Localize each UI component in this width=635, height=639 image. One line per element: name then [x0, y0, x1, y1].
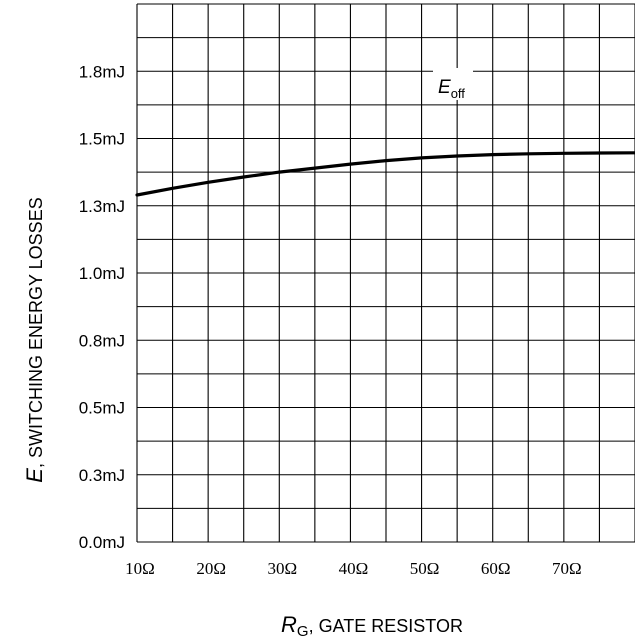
y-tick-label: 0.8mJ	[79, 331, 125, 350]
y-tick-label: 0.0mJ	[79, 533, 125, 552]
series-line	[135, 151, 635, 197]
y-axis-title-text: , SWITCHING ENERGY LOSSES	[26, 197, 46, 468]
x-tick-label: 30Ω	[267, 559, 297, 578]
y-axis-title: E, SWITCHING ENERGY LOSSES	[22, 197, 47, 482]
x-tick-label: 20Ω	[196, 559, 226, 578]
y-tick-label: 1.8mJ	[79, 62, 125, 81]
series-label-var: E	[438, 77, 451, 98]
x-tick-label: 10Ω	[125, 559, 155, 578]
series-label-sub: off	[451, 86, 466, 101]
y-tick-label: 0.3mJ	[79, 466, 125, 485]
y-axis-title-var: E	[22, 468, 47, 483]
x-tick-labels: 10Ω 20Ω 30Ω 40Ω 50Ω 60Ω 70Ω	[125, 559, 581, 578]
x-axis-title-text: , GATE RESISTOR	[309, 616, 463, 636]
x-axis-title-var: R	[281, 612, 297, 637]
x-tick-label: 70Ω	[552, 559, 582, 578]
x-tick-label: 40Ω	[339, 559, 369, 578]
y-tick-label: 1.5mJ	[79, 130, 125, 149]
y-tick-label: 1.3mJ	[79, 197, 125, 216]
series-layer	[135, 151, 635, 197]
x-axis-title-sub: G	[297, 623, 309, 639]
y-tick-label: 0.5mJ	[79, 399, 125, 418]
y-tick-label: 1.0mJ	[79, 264, 125, 283]
grid	[136, 3, 635, 543]
series-label: Eoff	[438, 77, 465, 101]
series-label-background	[433, 68, 473, 100]
x-axis-title: RG, GATE RESISTOR	[281, 612, 463, 639]
x-tick-label: 50Ω	[410, 559, 440, 578]
x-tick-label: 60Ω	[481, 559, 511, 578]
y-tick-labels: 0.0mJ 0.3mJ 0.5mJ 0.8mJ 1.0mJ 1.3mJ 1.5mJ 1.8mJ	[79, 62, 125, 552]
